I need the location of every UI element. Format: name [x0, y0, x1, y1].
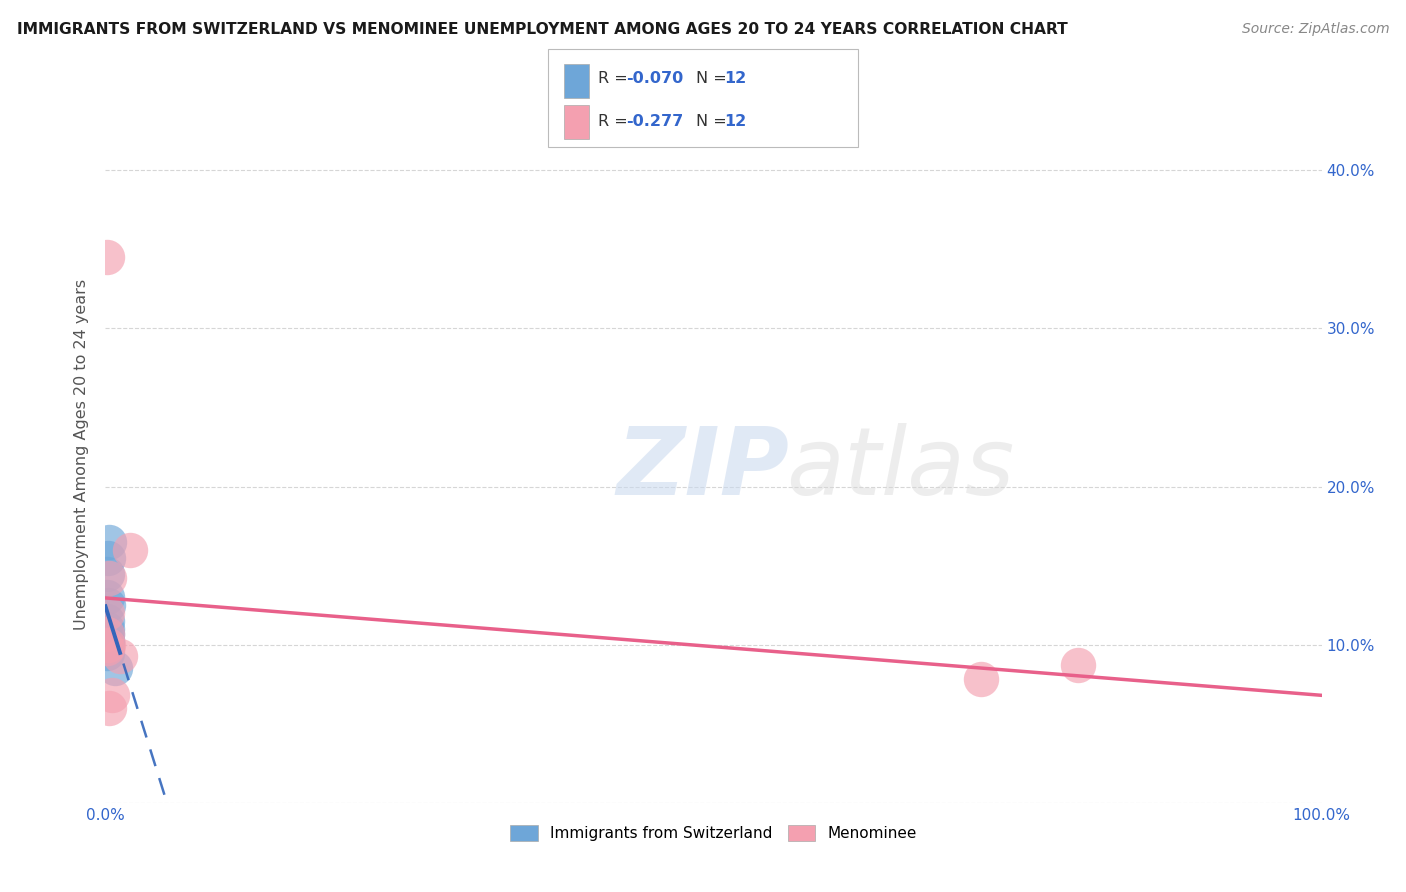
- Point: [96, 622, 118, 636]
- Legend: Immigrants from Switzerland, Menominee: Immigrants from Switzerland, Menominee: [505, 819, 922, 847]
- Point: [97, 638, 120, 652]
- Text: atlas: atlas: [786, 424, 1015, 515]
- Point: [98, 534, 121, 549]
- Point: [96, 591, 118, 605]
- Point: [96, 626, 118, 640]
- Text: -0.070: -0.070: [626, 71, 683, 87]
- Point: [96, 638, 118, 652]
- Point: [96, 606, 118, 620]
- Text: -0.277: -0.277: [626, 114, 683, 129]
- Text: IMMIGRANTS FROM SWITZERLAND VS MENOMINEE UNEMPLOYMENT AMONG AGES 20 TO 24 YEARS : IMMIGRANTS FROM SWITZERLAND VS MENOMINEE…: [17, 22, 1067, 37]
- Text: R =: R =: [598, 71, 633, 87]
- Y-axis label: Unemployment Among Ages 20 to 24 years: Unemployment Among Ages 20 to 24 years: [75, 279, 90, 631]
- Point: [96, 646, 118, 660]
- Point: [97, 550, 120, 565]
- Text: R =: R =: [598, 114, 633, 129]
- Text: 12: 12: [724, 114, 747, 129]
- Point: [104, 661, 127, 675]
- Text: N =: N =: [696, 71, 733, 87]
- Point: [1067, 658, 1090, 673]
- Point: [98, 571, 121, 585]
- Point: [98, 701, 121, 715]
- Point: [118, 542, 141, 557]
- Point: [97, 598, 120, 612]
- Point: [96, 566, 118, 581]
- Point: [96, 614, 118, 628]
- Point: [96, 250, 118, 264]
- Point: [100, 688, 122, 702]
- Text: ZIP: ZIP: [616, 423, 789, 515]
- Point: [96, 632, 118, 647]
- Point: [96, 640, 118, 655]
- Point: [108, 648, 131, 663]
- Text: Source: ZipAtlas.com: Source: ZipAtlas.com: [1241, 22, 1389, 37]
- Point: [96, 626, 118, 640]
- Text: N =: N =: [696, 114, 733, 129]
- Text: 12: 12: [724, 71, 747, 87]
- Point: [970, 673, 993, 687]
